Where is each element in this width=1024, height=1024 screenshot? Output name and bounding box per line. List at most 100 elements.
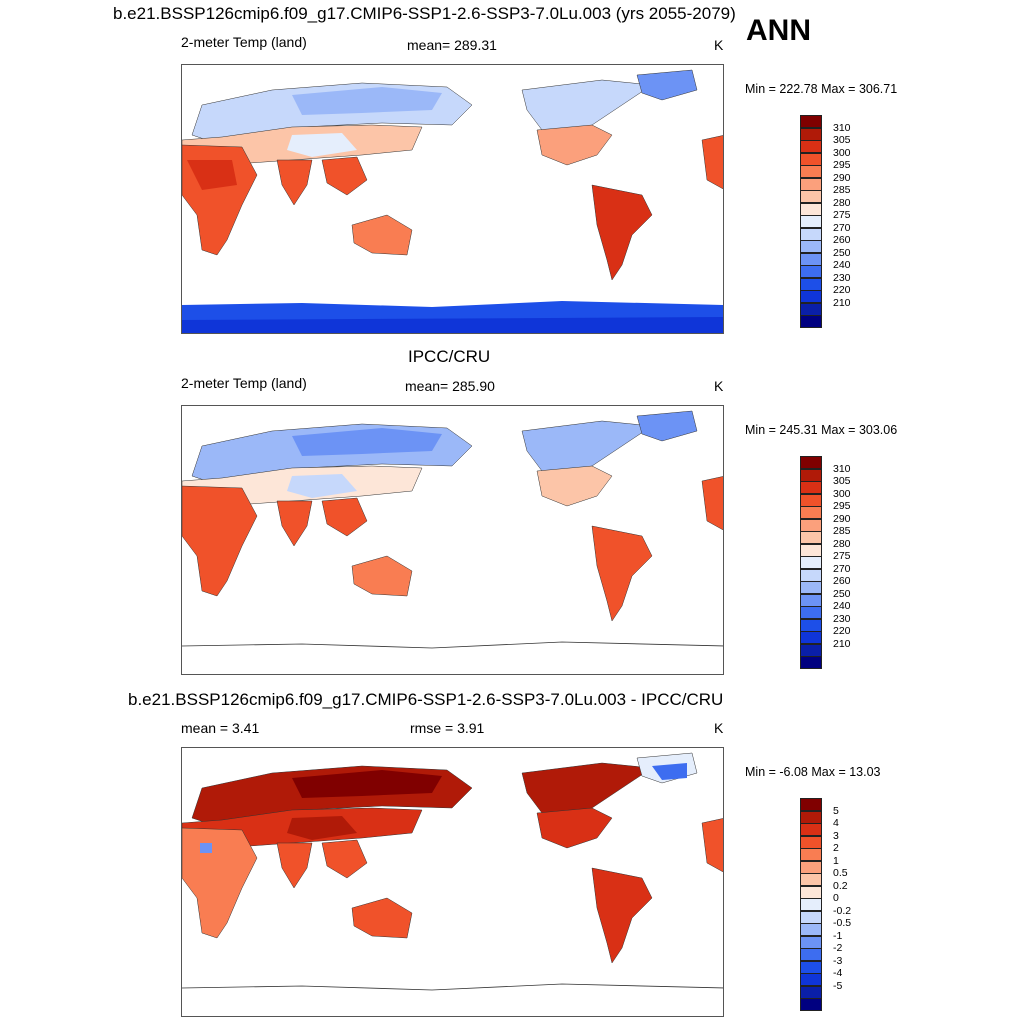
colorbar-segment [800, 518, 822, 532]
colorbar-tick-label: 310 [833, 462, 851, 475]
colorbar-segment [800, 618, 822, 632]
south-america-shape [591, 525, 653, 622]
panel2-variable-label: 2-meter Temp (land) [181, 375, 307, 391]
colorbar-segment [800, 165, 822, 179]
colorbar-tick-label: 240 [833, 600, 851, 613]
colorbar-segment [800, 202, 822, 216]
colorbar-segment [800, 568, 822, 582]
south-america-shape [591, 867, 653, 964]
colorbar-tick-label: 295 [833, 500, 851, 513]
siberia-warm-shape [292, 770, 442, 798]
panel2-colorbar [800, 456, 822, 670]
colorbar-tick-label: 250 [833, 587, 851, 600]
colorbar-segment [800, 581, 822, 595]
africa-west-edge-shape [701, 818, 723, 873]
colorbar-tick-label: 2 [833, 842, 839, 855]
colorbar-segment [800, 643, 822, 657]
colorbar-segment [800, 873, 822, 887]
colorbar-tick-label: 4 [833, 817, 839, 830]
colorbar-tick-label: 285 [833, 525, 851, 538]
colorbar-segment [800, 190, 822, 204]
colorbar-segment [800, 152, 822, 166]
colorbar-segment [800, 606, 822, 620]
panel3-minmax: Min = -6.08 Max = 13.03 [745, 765, 881, 779]
colorbar-segment [800, 456, 822, 470]
colorbar-segment [800, 923, 822, 937]
colorbar-segment [800, 252, 822, 266]
colorbar-tick-label: -2 [833, 942, 843, 955]
colorbar-segment [800, 493, 822, 507]
panel1-colorbar [800, 115, 822, 329]
colorbar-segment [800, 302, 822, 316]
colorbar-tick-label: 310 [833, 121, 851, 134]
colorbar-segment [800, 140, 822, 154]
colorbar-tick-label: -4 [833, 967, 843, 980]
panel3-rmse-label: rmse = 3.91 [410, 720, 485, 736]
siberia-cold-shape [292, 87, 442, 115]
colorbar-tick-label: 305 [833, 134, 851, 147]
colorbar-tick-label: 290 [833, 171, 851, 184]
north-america-south-shape [536, 465, 613, 507]
colorbar-segment [800, 115, 822, 129]
colorbar-segment [800, 885, 822, 899]
colorbar-tick-label: 0 [833, 892, 839, 905]
colorbar-tick-label: 3 [833, 829, 839, 842]
colorbar-segment [800, 631, 822, 645]
panel1-title: b.e21.BSSP126cmip6.f09_g17.CMIP6-SSP1-2.… [113, 4, 736, 23]
colorbar-segment [800, 848, 822, 862]
colorbar-tick-label: 260 [833, 575, 851, 588]
colorbar-segment [800, 860, 822, 874]
greenland-shape [636, 69, 698, 101]
colorbar-segment [800, 898, 822, 912]
colorbar-tick-label: 220 [833, 625, 851, 638]
panel1-minmax: Min = 222.78 Max = 306.71 [745, 82, 898, 96]
colorbar-segment [800, 823, 822, 837]
panel3-unit-label: K [714, 720, 724, 736]
panel1-mean-label: mean= 289.31 [407, 37, 497, 53]
colorbar-segment [800, 935, 822, 949]
colorbar-segment [800, 910, 822, 924]
colorbar-tick-label: -1 [833, 929, 843, 942]
colorbar-segment [800, 985, 822, 999]
colorbar-tick-label: 220 [833, 284, 851, 297]
colorbar-segment [800, 531, 822, 545]
colorbar-segment [800, 215, 822, 229]
panel3-colorbar [800, 798, 822, 1012]
greenland-cool-shape [652, 763, 687, 780]
panel1-map-svg [182, 69, 723, 333]
north-america-south-shape [536, 807, 613, 849]
greenland-shape [636, 410, 698, 442]
africa-shape [182, 485, 258, 597]
colorbar-segment [800, 277, 822, 291]
colorbar-tick-label: 210 [833, 637, 851, 650]
colorbar-segment [800, 481, 822, 495]
colorbar-segment [800, 656, 822, 670]
seasia-shape [321, 839, 368, 879]
australia-shape [351, 214, 413, 256]
panel3-map [181, 747, 724, 1017]
seasia-shape [321, 156, 368, 196]
colorbar-segment [800, 948, 822, 962]
india-shape [276, 842, 313, 889]
colorbar-segment [800, 240, 822, 254]
antarctica-interior-shape [182, 317, 723, 333]
south-america-shape [591, 184, 653, 281]
colorbar-segment [800, 556, 822, 570]
australia-shape [351, 555, 413, 597]
siberia-cold-shape [292, 428, 442, 456]
colorbar-tick-label: 1 [833, 854, 839, 867]
panel1-variable-label: 2-meter Temp (land) [181, 34, 307, 50]
colorbar-tick-label: 260 [833, 234, 851, 247]
colorbar-segment [800, 543, 822, 557]
colorbar-tick-label: 275 [833, 550, 851, 563]
panel2-minmax: Min = 245.31 Max = 303.06 [745, 423, 898, 437]
colorbar-segment [800, 227, 822, 241]
colorbar-tick-label: 230 [833, 612, 851, 625]
tibet-shape [287, 474, 357, 498]
colorbar-segment [800, 468, 822, 482]
colorbar-segment [800, 127, 822, 141]
tibet-shape [287, 816, 357, 840]
panel2-mean-label: mean= 285.90 [405, 378, 495, 394]
colorbar-segment [800, 315, 822, 329]
colorbar-tick-label: -3 [833, 954, 843, 967]
